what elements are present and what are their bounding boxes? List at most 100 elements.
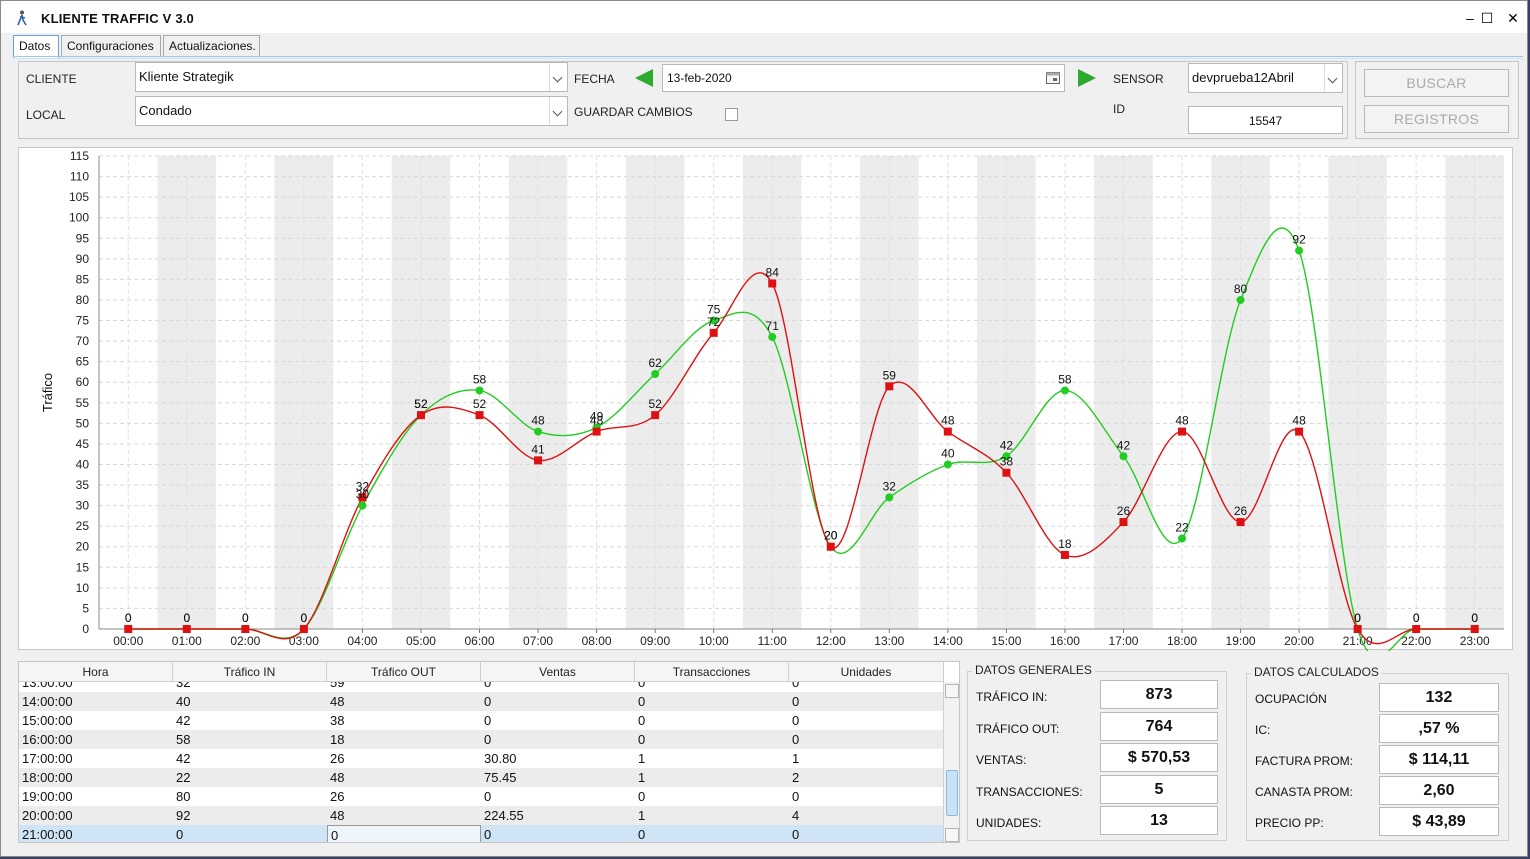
scroll-down-icon[interactable] xyxy=(945,828,959,842)
tab-actualizaciones[interactable]: Actualizaciones. xyxy=(163,35,260,57)
scroll-up-icon[interactable] xyxy=(945,684,959,698)
column-header[interactable]: Ventas xyxy=(481,662,635,682)
table-cell[interactable]: 0 xyxy=(638,713,646,728)
table-cell[interactable]: 59 xyxy=(330,682,345,690)
close-icon[interactable]: ✕ xyxy=(1507,10,1519,26)
minimize-icon[interactable]: – xyxy=(1466,10,1474,26)
table-cell[interactable]: 42 xyxy=(176,713,191,728)
table-cell[interactable]: 0 xyxy=(327,825,481,842)
table-cell[interactable]: 0 xyxy=(484,789,492,804)
table-cell[interactable]: 20:00:00 xyxy=(22,808,73,823)
table-cell[interactable]: 30.80 xyxy=(484,751,517,766)
table-cell[interactable]: 21:00:00 xyxy=(22,827,73,842)
data-point xyxy=(709,328,718,337)
table-cell[interactable]: 0 xyxy=(792,682,800,690)
chevron-down-icon[interactable] xyxy=(549,97,567,125)
table-cell[interactable]: 0 xyxy=(484,827,492,842)
data-label: 0 xyxy=(125,611,132,625)
table-cell[interactable]: 0 xyxy=(484,682,492,690)
data-point xyxy=(1236,295,1245,304)
table-cell[interactable]: 38 xyxy=(330,713,345,728)
table-row[interactable]: 20:00:00 92 48 224.55 1 4 xyxy=(19,806,944,825)
table-cell[interactable]: 48 xyxy=(330,770,345,785)
datos-generales-title: DATOS GENERALES xyxy=(972,663,1095,677)
column-header[interactable]: Transacciones xyxy=(635,662,789,682)
table-row[interactable]: 21:00:00 0 0 0 0 0 xyxy=(19,825,944,842)
table-cell[interactable]: 0 xyxy=(484,694,492,709)
generales-value: 873 xyxy=(1100,680,1218,709)
table-cell[interactable]: 0 xyxy=(638,827,646,842)
table-scrollbar[interactable] xyxy=(943,682,959,842)
table-cell[interactable]: 17:00:00 xyxy=(22,751,73,766)
table-cell[interactable]: 224.55 xyxy=(484,808,524,823)
calendar-icon[interactable] xyxy=(1045,70,1061,86)
table-cell[interactable]: 75.45 xyxy=(484,770,517,785)
table-cell[interactable]: 48 xyxy=(330,694,345,709)
column-header[interactable]: Unidades xyxy=(789,662,944,682)
previous-day-arrow-icon[interactable] xyxy=(635,69,653,87)
table-cell[interactable]: 22 xyxy=(176,770,191,785)
table-cell[interactable]: 0 xyxy=(638,789,646,804)
registros-button[interactable]: REGISTROS xyxy=(1364,105,1509,133)
next-day-arrow-icon[interactable] xyxy=(1078,69,1096,87)
table-row[interactable]: 16:00:00 58 18 0 0 0 xyxy=(19,730,944,749)
table-cell[interactable]: 0 xyxy=(176,827,184,842)
fecha-field[interactable]: 13-feb-2020 xyxy=(662,64,1065,92)
table-cell[interactable]: 80 xyxy=(176,789,191,804)
sensor-select[interactable]: devprueba12Abril xyxy=(1188,63,1343,93)
tab-datos[interactable]: Datos xyxy=(13,35,59,58)
chevron-down-icon[interactable] xyxy=(1324,64,1342,92)
maximize-icon[interactable]: ☐ xyxy=(1480,10,1494,26)
column-header[interactable]: Tráfico IN xyxy=(173,662,327,682)
table-cell[interactable]: 18:00:00 xyxy=(22,770,73,785)
table-cell[interactable]: 0 xyxy=(792,732,800,747)
table-cell[interactable]: 1 xyxy=(792,751,800,766)
tab-configuraciones[interactable]: Configuraciones xyxy=(61,35,161,57)
table-cell[interactable]: 0 xyxy=(638,732,646,747)
table-cell[interactable]: 26 xyxy=(330,751,345,766)
table-cell[interactable]: 1 xyxy=(638,751,646,766)
scroll-thumb[interactable] xyxy=(946,770,958,816)
local-select[interactable]: Condado xyxy=(135,96,568,126)
table-cell[interactable]: 32 xyxy=(176,682,191,690)
guardar-cambios-checkbox[interactable] xyxy=(725,108,738,121)
chevron-down-icon[interactable] xyxy=(549,63,567,91)
table-cell[interactable]: 0 xyxy=(484,732,492,747)
table-row[interactable]: 15:00:00 42 38 0 0 0 xyxy=(19,711,944,730)
table-row[interactable]: 13:00:00 32 59 0 0 0 xyxy=(19,682,944,692)
table-cell[interactable]: 18 xyxy=(330,732,345,747)
table-cell[interactable]: 0 xyxy=(792,789,800,804)
table-cell[interactable]: 15:00:00 xyxy=(22,713,73,728)
data-point xyxy=(1412,625,1421,633)
id-field[interactable]: 15547 xyxy=(1188,106,1343,134)
table-cell[interactable]: 0 xyxy=(638,694,646,709)
table-row[interactable]: 18:00:00 22 48 75.45 1 2 xyxy=(19,768,944,787)
table-cell[interactable]: 40 xyxy=(176,694,191,709)
table-cell[interactable]: 14:00:00 xyxy=(22,694,73,709)
table-cell[interactable]: 2 xyxy=(792,770,800,785)
table-cell[interactable]: 1 xyxy=(638,770,646,785)
cliente-select[interactable]: Kliente Strategik xyxy=(135,62,568,92)
column-header[interactable]: Tráfico OUT xyxy=(327,662,481,682)
table-cell[interactable]: 0 xyxy=(792,713,800,728)
table-cell[interactable]: 0 xyxy=(792,694,800,709)
table-row[interactable]: 14:00:00 40 48 0 0 0 xyxy=(19,692,944,711)
column-header[interactable]: Hora xyxy=(19,662,173,682)
table-cell[interactable]: 42 xyxy=(176,751,191,766)
table-cell[interactable]: 16:00:00 xyxy=(22,732,73,747)
table-cell[interactable]: 0 xyxy=(484,713,492,728)
table-cell[interactable]: 4 xyxy=(792,808,800,823)
table-cell[interactable]: 92 xyxy=(176,808,191,823)
table-cell[interactable]: 0 xyxy=(792,827,800,842)
table-cell[interactable]: 26 xyxy=(330,789,345,804)
table-cell[interactable]: 13:00:00 xyxy=(22,682,73,690)
fecha-label: FECHA xyxy=(574,72,615,86)
table-cell[interactable]: 1 xyxy=(638,808,646,823)
table-cell[interactable]: 48 xyxy=(330,808,345,823)
table-row[interactable]: 19:00:00 80 26 0 0 0 xyxy=(19,787,944,806)
table-cell[interactable]: 58 xyxy=(176,732,191,747)
table-cell[interactable]: 19:00:00 xyxy=(22,789,73,804)
buscar-button[interactable]: BUSCAR xyxy=(1364,69,1509,97)
table-cell[interactable]: 0 xyxy=(638,682,646,690)
table-row[interactable]: 17:00:00 42 26 30.80 1 1 xyxy=(19,749,944,768)
